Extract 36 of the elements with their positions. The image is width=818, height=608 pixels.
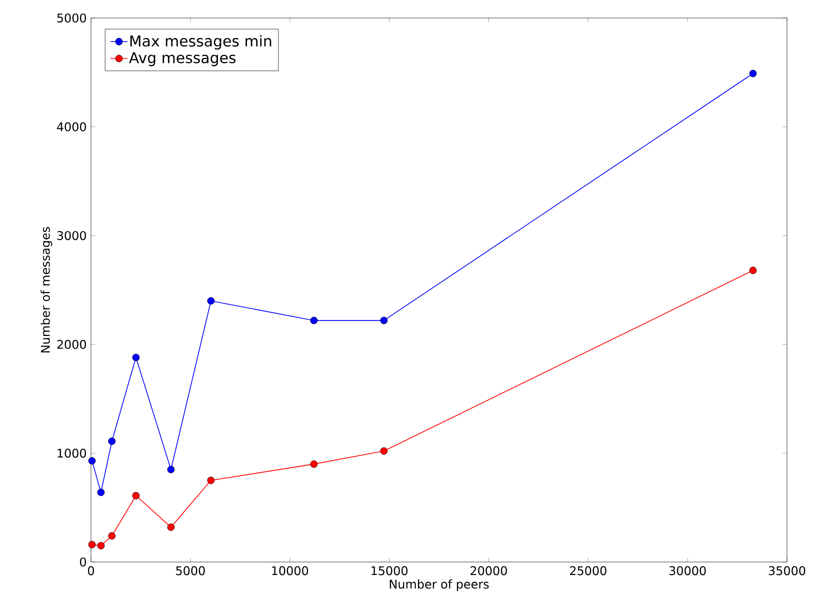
legend-label: Max messages min bbox=[130, 35, 272, 50]
x-tick-label: 10000 bbox=[272, 566, 308, 576]
x-tick-label: 5000 bbox=[176, 566, 205, 576]
y-axis-title: Number of messages bbox=[40, 227, 52, 352]
x-tick-label: 30000 bbox=[669, 566, 706, 576]
point bbox=[380, 447, 388, 455]
x-tick-label: 0 bbox=[88, 566, 94, 576]
point bbox=[167, 466, 175, 474]
point bbox=[108, 438, 116, 445]
x-tick-label: 15000 bbox=[372, 566, 408, 576]
point bbox=[207, 476, 215, 484]
x-axis-title: Number of peers bbox=[390, 579, 489, 591]
x-tick-label: 25000 bbox=[570, 566, 606, 576]
y-tick-label: 4000 bbox=[56, 122, 86, 132]
point bbox=[132, 354, 140, 362]
point bbox=[310, 316, 318, 324]
point bbox=[108, 532, 116, 540]
point bbox=[88, 457, 96, 464]
point bbox=[749, 70, 757, 78]
point bbox=[207, 297, 215, 305]
point bbox=[310, 460, 318, 468]
legend-label: Avg messages bbox=[129, 52, 236, 66]
x-tick-label: 35000 bbox=[768, 566, 806, 576]
point bbox=[167, 523, 175, 531]
y-tick-label: 5000 bbox=[57, 13, 86, 23]
y-tick-label: 0 bbox=[80, 557, 86, 567]
y-tick-label: 2000 bbox=[57, 340, 86, 349]
point bbox=[380, 316, 388, 324]
y-tick-label: 1000 bbox=[58, 448, 86, 458]
point bbox=[132, 492, 140, 500]
x-tick-label: 20000 bbox=[470, 566, 507, 576]
point bbox=[97, 488, 105, 496]
y-tick-label: 3000 bbox=[57, 231, 86, 240]
point bbox=[97, 542, 105, 550]
point bbox=[88, 540, 96, 548]
point bbox=[749, 266, 757, 274]
